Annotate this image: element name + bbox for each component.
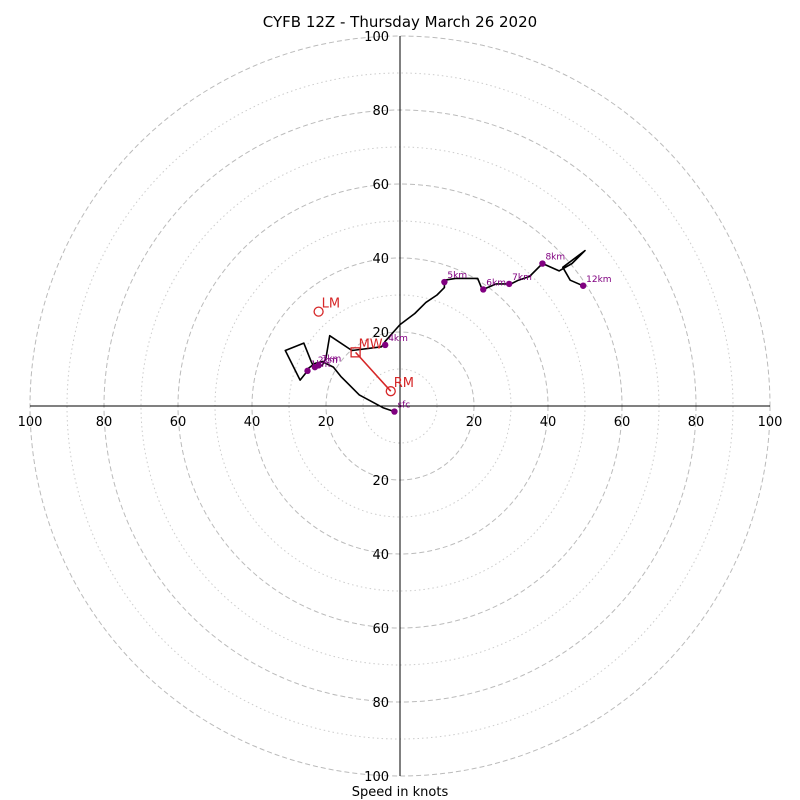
storm-motion-marker-lm xyxy=(313,306,324,317)
hodograph-line-0 xyxy=(284,249,586,413)
height-label-4km: 4km xyxy=(388,334,408,344)
height-label-3km: 3km xyxy=(322,354,342,364)
storm-motion-marker-rm xyxy=(385,386,396,397)
x-tick-label: 80 xyxy=(688,415,705,430)
height-label-2km: 2km xyxy=(318,356,338,366)
hodograph-trace xyxy=(284,249,586,413)
y-tick-label: 20 xyxy=(372,326,389,341)
height-markers: sfc1km2km3km4km5km6km7km8km12km xyxy=(304,253,612,415)
height-point-12km xyxy=(579,282,587,289)
tick-labels: 100 80 60 40 20 20 40 60 80 100 100 80 60 40 20 20 40 60 8… xyxy=(18,30,783,785)
x-tick-label: 60 xyxy=(170,415,187,430)
height-label-12km: 12km xyxy=(586,275,611,285)
y-tick-label: 40 xyxy=(372,548,389,563)
height-point-8km xyxy=(539,260,546,267)
x-tick-label: 100 xyxy=(758,415,783,430)
height-point-6km xyxy=(480,286,487,293)
height-label-8km: 8km xyxy=(545,253,565,263)
x-tick-label: 60 xyxy=(614,415,631,430)
height-point-4km xyxy=(382,341,389,349)
height-label-5km: 5km xyxy=(447,271,467,281)
y-tick-label: 60 xyxy=(372,622,389,637)
y-tick-label: 100 xyxy=(364,770,389,785)
y-tick-label: 80 xyxy=(372,696,389,711)
x-axis-label: Speed in knots xyxy=(352,785,449,800)
axes xyxy=(30,36,770,776)
storm-motion-markers: LM MW RM xyxy=(313,297,414,397)
y-tick-label: 100 xyxy=(364,30,389,45)
y-tick-label: 40 xyxy=(372,252,389,267)
height-point-3km xyxy=(315,362,322,369)
storm-motion-label-rm: RM xyxy=(394,376,414,391)
x-tick-label: 100 xyxy=(18,415,43,430)
height-label-sfc: sfc xyxy=(397,401,410,411)
height-point-5km xyxy=(441,278,448,286)
storm-motion-label-mw: MW xyxy=(359,337,383,352)
chart-title: CYFB 12Z - Thursday March 26 2020 xyxy=(263,13,537,31)
x-tick-label: 20 xyxy=(318,415,335,430)
height-label-7km: 7km xyxy=(512,273,532,283)
storm-motion-marker-mw xyxy=(350,347,361,358)
y-tick-label: 80 xyxy=(372,104,389,119)
height-point-1km xyxy=(304,367,311,375)
y-tick-label: 20 xyxy=(372,474,389,489)
shear-vector-line xyxy=(355,351,392,392)
x-tick-label: 80 xyxy=(96,415,113,430)
y-tick-label: 60 xyxy=(372,178,389,193)
height-point-7km xyxy=(505,280,513,288)
x-tick-label: 20 xyxy=(466,415,483,430)
storm-motion-label-lm: LM xyxy=(322,297,340,312)
height-label-6km: 6km xyxy=(486,278,506,288)
height-point-sfc xyxy=(391,408,398,415)
x-tick-label: 40 xyxy=(540,415,557,430)
x-tick-label: 40 xyxy=(244,415,261,430)
